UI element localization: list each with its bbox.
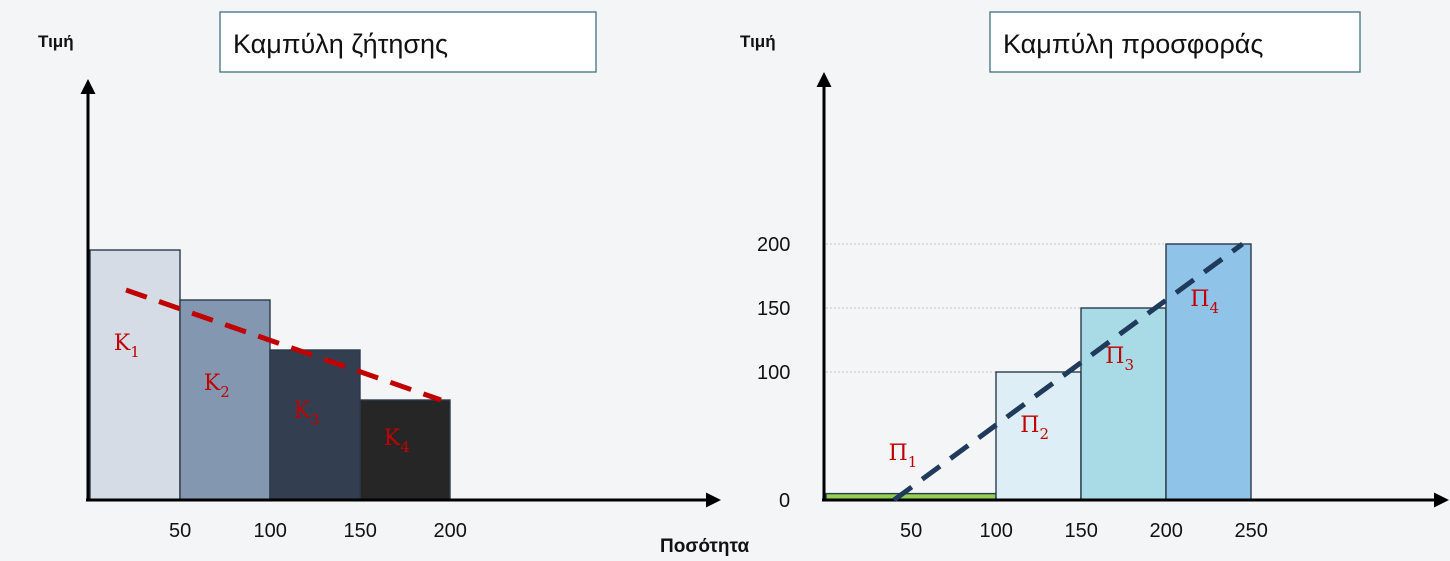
demand-bar-label-main-1: K <box>114 331 131 356</box>
supply-bar-3 <box>1080 307 1167 501</box>
demand-bar-label-sub-3: 3 <box>310 411 320 429</box>
demand-x-ticks: 50 100 150 200 <box>169 520 467 542</box>
demand-bar-3 <box>269 349 361 501</box>
demand-x-tick-50: 50 <box>169 520 191 542</box>
supply-y-tick-150: 150 <box>757 298 790 320</box>
demand-bar-2 <box>179 299 271 501</box>
supply-bar-label-main-4: Π <box>1190 287 1209 312</box>
demand-bar-label-sub-2: 2 <box>220 383 230 401</box>
supply-bar-label-main-1: Π <box>889 441 908 466</box>
demand-title-box <box>219 11 597 73</box>
demand-bar-label-2: K2 <box>204 371 230 401</box>
supply-bar-label-sub-2: 2 <box>1039 425 1049 443</box>
demand-bar-label-sub-4: 4 <box>400 438 410 456</box>
supply-x-tick-250: 250 <box>1235 520 1268 542</box>
demand-trend-line <box>125 287 442 403</box>
demand-bar-label-main-4: K <box>384 426 401 451</box>
demand-bar-1 <box>89 249 181 501</box>
supply-y-ticks: 0 100 150 200 <box>757 234 790 512</box>
supply-bar-label-main-2: Π <box>1020 413 1039 438</box>
demand-bar-label-main-3: K <box>294 399 311 424</box>
quantity-axis-label: Ποσότητα <box>660 536 749 557</box>
supply-bar-label-sub-3: 3 <box>1124 356 1134 374</box>
supply-trend-group <box>892 241 1244 503</box>
demand-y-axis-label: Τιμή <box>38 32 74 51</box>
supply-bar-label-1: Π1 <box>889 441 918 471</box>
demand-x-tick-150: 150 <box>344 520 377 542</box>
demand-bar-label-1: K1 <box>114 331 140 361</box>
supply-x-tick-100: 100 <box>980 520 1013 542</box>
supply-bar-label-4: Π4 <box>1190 287 1219 317</box>
supply-y-tick-200: 200 <box>757 234 790 256</box>
demand-x-tick-200: 200 <box>434 520 467 542</box>
supply-y-axis-label: Τιμή <box>740 32 776 51</box>
supply-y-tick-0: 0 <box>779 490 790 512</box>
demand-title: Καμπύλη ζήτησης <box>233 29 448 59</box>
demand-bar-label-4: K4 <box>384 426 410 456</box>
supply-bar-label-sub-4: 4 <box>1209 299 1219 317</box>
supply-bar-4 <box>1165 243 1252 501</box>
supply-bar-label-sub-1: 1 <box>908 453 918 471</box>
supply-title: Καμπύλη προσφοράς <box>1003 29 1263 59</box>
supply-title-box <box>989 11 1361 73</box>
demand-bar-label-3: K3 <box>294 399 320 429</box>
demand-bar-label-sub-1: 1 <box>130 343 140 361</box>
supply-x-ticks: 50 100 150 200 250 <box>900 520 1268 542</box>
supply-bar-label-3: Π3 <box>1105 344 1134 374</box>
supply-y-tick-100: 100 <box>757 362 790 384</box>
supply-bar-label-main-3: Π <box>1105 344 1124 369</box>
supply-x-tick-50: 50 <box>900 520 922 542</box>
supply-trend-line <box>892 241 1244 503</box>
supply-x-tick-150: 150 <box>1065 520 1098 542</box>
demand-x-tick-100: 100 <box>254 520 287 542</box>
supply-bar-label-2: Π2 <box>1020 413 1049 443</box>
demand-trend-group <box>125 287 442 403</box>
demand-bar-4 <box>359 399 451 501</box>
supply-x-tick-200: 200 <box>1150 520 1183 542</box>
demand-bar-label-main-2: K <box>204 371 221 396</box>
